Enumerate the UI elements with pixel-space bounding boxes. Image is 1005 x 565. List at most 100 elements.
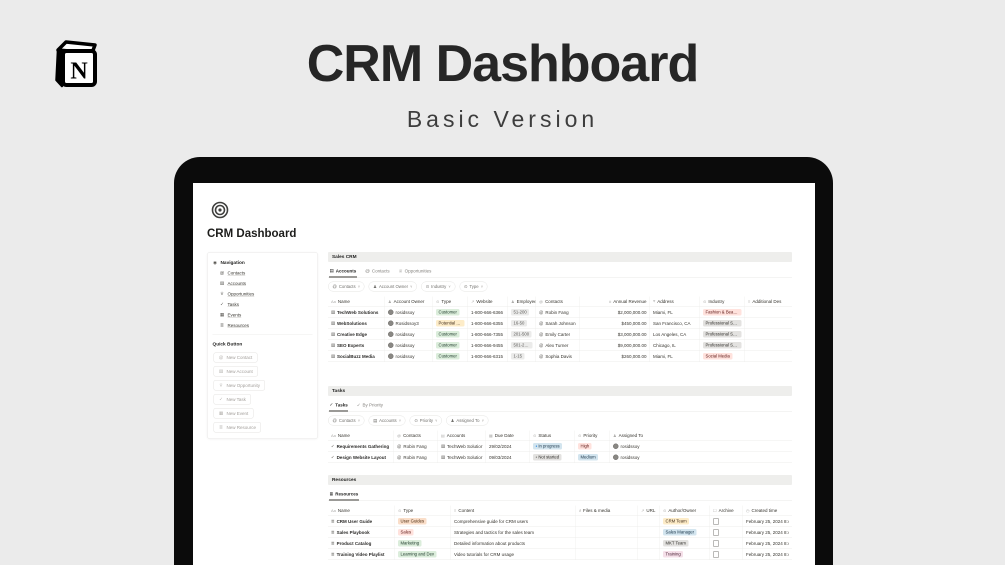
table-row[interactable]: ≣ CRM User Guide User Guides Comprehensiv… bbox=[328, 516, 792, 527]
column-header-status[interactable]: ⊙ Status bbox=[530, 430, 575, 441]
filter-type[interactable]: ⊙ Type ∨ bbox=[459, 281, 488, 292]
employees-tag: 201-500 bbox=[511, 331, 532, 338]
sidebar-item-contacts[interactable]: @ Contacts bbox=[219, 270, 246, 276]
table-row[interactable]: ▤ SEO Experts rosidssoy Customer 1-800-66… bbox=[328, 340, 792, 351]
at-icon: @ bbox=[332, 418, 337, 423]
resources-section-header: Resources bbox=[328, 475, 792, 485]
filter-priority[interactable]: ⊙ Priority ∨ bbox=[409, 415, 443, 426]
column-header-industry[interactable]: ⊙ Industry bbox=[700, 296, 745, 307]
check-icon: ✓ bbox=[331, 443, 335, 449]
page-subtitle: Basic Version bbox=[406, 106, 599, 132]
column-header-archive[interactable]: ☐ Archive bbox=[710, 505, 743, 516]
column-header-author-owner[interactable]: ⊙ Author/Owner bbox=[660, 505, 710, 516]
sidebar: ◉ Navigation @ Contacts ▤ Accounts ♕ Opp… bbox=[207, 252, 318, 439]
table-row[interactable]: ≣ Training Video Playlist Learning and De… bbox=[328, 549, 792, 560]
briefcase-icon: ▤ bbox=[219, 280, 225, 286]
table-row[interactable]: ▤ Creative Edge rosidssoy Customer 1-800-… bbox=[328, 329, 792, 340]
column-header-website[interactable]: ↗ Website bbox=[468, 296, 508, 307]
filter-account-owner[interactable]: ♟ Account Owner ∨ bbox=[368, 281, 418, 292]
new-contact-button[interactable]: @ New Contact bbox=[213, 352, 258, 363]
archive-checkbox[interactable] bbox=[713, 551, 719, 558]
briefcase-icon: ▤ bbox=[441, 454, 446, 460]
column-header-additional[interactable]: ≡ Additional Des bbox=[748, 299, 782, 304]
type-tag: User Guides bbox=[398, 518, 427, 525]
column-header-employees[interactable]: ♟Employees bbox=[508, 296, 536, 307]
tab-contacts[interactable]: @ Contacts bbox=[365, 268, 390, 274]
employees-tag: 1-15 bbox=[511, 353, 525, 360]
table-row[interactable]: ✓ Design Website Layout @ Robin Fang ▤ Tech… bbox=[328, 452, 792, 463]
briefcase-icon: ▤ bbox=[331, 320, 336, 326]
tab-tasks[interactable]: ✓ Tasks bbox=[329, 400, 349, 412]
filter-industry[interactable]: ⊙ Industry ∨ bbox=[421, 281, 456, 292]
column-header-url[interactable]: ↗ URL bbox=[638, 505, 660, 516]
main-content: Sales CRM ▤ Accounts @ Contacts ♕ Opport bbox=[328, 252, 792, 560]
filter-accounts[interactable]: ▤ Accounts ∨ bbox=[368, 415, 406, 426]
chevron-down-icon: ∨ bbox=[398, 419, 402, 423]
tab-by-priority[interactable]: ✓ By Priority bbox=[356, 402, 383, 408]
filter-assigned-to[interactable]: ♟ Assigned To ∨ bbox=[446, 415, 489, 426]
column-header-type[interactable]: ⊙ Type bbox=[395, 505, 451, 516]
column-header-name[interactable]: Aa Name bbox=[328, 296, 385, 307]
column-header-annual-revenue[interactable]: # Annual Revenue bbox=[580, 296, 650, 307]
tasks-filters: @ Contacts ∨ ▤ Accounts ∨ ⊙ Priority bbox=[328, 415, 792, 426]
industry-tag: Fashion & Beauty bbox=[703, 309, 742, 316]
new-resource-button[interactable]: ≣ New Resource bbox=[213, 422, 262, 433]
column-header-account-owner[interactable]: ♟ Account Owner bbox=[385, 296, 433, 307]
briefcase-icon: ▤ bbox=[373, 417, 378, 423]
briefcase-icon: ▤ bbox=[331, 353, 336, 359]
column-header-content[interactable]: ≡ Content bbox=[451, 505, 576, 516]
sidebar-item-resources[interactable]: ≣ Resources bbox=[220, 322, 250, 328]
column-header-due-date[interactable]: ▦ Due Date bbox=[486, 430, 530, 441]
column-header-contacts[interactable]: @ Contacts bbox=[536, 296, 580, 307]
sidebar-item-events[interactable]: ▦ Events bbox=[219, 312, 242, 318]
sidebar-nav-header: ◉ Navigation bbox=[213, 258, 313, 268]
chevron-down-icon: ∨ bbox=[435, 419, 438, 423]
chevron-down-icon: ∨ bbox=[357, 419, 361, 423]
industry-tag: Professional Servic... bbox=[703, 331, 742, 338]
tab-resources[interactable]: ≣ Resources bbox=[329, 489, 359, 501]
table-row[interactable]: ≣ Sales Playbook Sales Strategies and tac… bbox=[328, 527, 792, 538]
accounts-table: Aa Name ♟ Account Owner ⊙ Type ↗ Website ♟ Em… bbox=[328, 296, 792, 362]
table-row[interactable]: ≣ Product Catalog Marketing Detailed info… bbox=[328, 538, 792, 549]
table-row[interactable]: ▤ SocialBuzz Media rosidssoy Customer 1-8… bbox=[328, 351, 792, 362]
column-header-name[interactable]: Aa Name bbox=[328, 505, 395, 516]
tab-opportunities[interactable]: ♕ Opportunities bbox=[398, 268, 432, 274]
type-tag: Customer bbox=[436, 309, 460, 316]
table-row[interactable]: ▤ TechWeb Solutions rosidssoy Customer 1-… bbox=[328, 307, 792, 318]
archive-checkbox[interactable] bbox=[713, 540, 719, 547]
person-icon: ♟ bbox=[613, 433, 617, 438]
column-header-name[interactable]: Aa Name bbox=[328, 430, 394, 441]
pin-icon: ⌖ bbox=[653, 299, 656, 304]
select-icon: ⊙ bbox=[414, 417, 418, 423]
table-row[interactable]: ✓ Requirements Gathering @ Robin Fang ▤ Tec… bbox=[328, 441, 792, 452]
column-header-accounts[interactable]: ▤ Accounts bbox=[438, 430, 486, 441]
author-tag: Training bbox=[663, 551, 684, 558]
new-event-button[interactable]: ▦ New Event bbox=[213, 408, 254, 419]
tab-accounts[interactable]: ▤ Accounts bbox=[329, 266, 357, 278]
sales-crm-section-header: Sales CRM bbox=[328, 252, 792, 262]
archive-checkbox[interactable] bbox=[713, 518, 719, 525]
briefcase-icon: ▤ bbox=[218, 368, 224, 374]
text-icon: ≡ bbox=[748, 299, 751, 304]
tasks-tabs: ✓ Tasks ✓ By Priority bbox=[328, 400, 792, 412]
archive-checkbox[interactable] bbox=[713, 529, 719, 536]
column-header-contacts[interactable]: @ Contacts bbox=[394, 430, 438, 441]
column-header-assigned-to[interactable]: ♟ Assigned To bbox=[613, 433, 644, 438]
filter-contacts[interactable]: @ Contacts ∨ bbox=[328, 281, 365, 292]
new-task-button[interactable]: ✓ New Task bbox=[213, 394, 251, 405]
filter-contacts[interactable]: @ Contacts ∨ bbox=[328, 415, 365, 426]
column-header-type[interactable]: ⊙ Type bbox=[433, 296, 468, 307]
status-dot: ● bbox=[535, 445, 538, 449]
table-row[interactable]: ▤WebSolutions Rosidssoy3 Potential Custo… bbox=[328, 318, 792, 329]
column-header-address[interactable]: ⌖ Address bbox=[650, 296, 700, 307]
new-opportunity-button[interactable]: ♕ New Opportunity bbox=[213, 380, 266, 391]
column-header-priority[interactable]: ⊙ Priority bbox=[575, 430, 610, 441]
type-tag: Marketing bbox=[398, 540, 422, 547]
column-header-created-time[interactable]: ◷ Created time bbox=[746, 508, 778, 513]
sidebar-item-accounts[interactable]: ▤ Accounts bbox=[219, 280, 247, 286]
sales-tabs: ▤ Accounts @ Contacts ♕ Opportunities bbox=[328, 266, 792, 278]
sidebar-item-tasks[interactable]: ✓ Tasks bbox=[220, 301, 240, 307]
sidebar-item-opportunities[interactable]: ♕ Opportunities bbox=[219, 291, 255, 297]
new-account-button[interactable]: ▤ New Account bbox=[213, 366, 258, 377]
column-header-files-media[interactable]: ∂ Files & media bbox=[576, 505, 638, 516]
